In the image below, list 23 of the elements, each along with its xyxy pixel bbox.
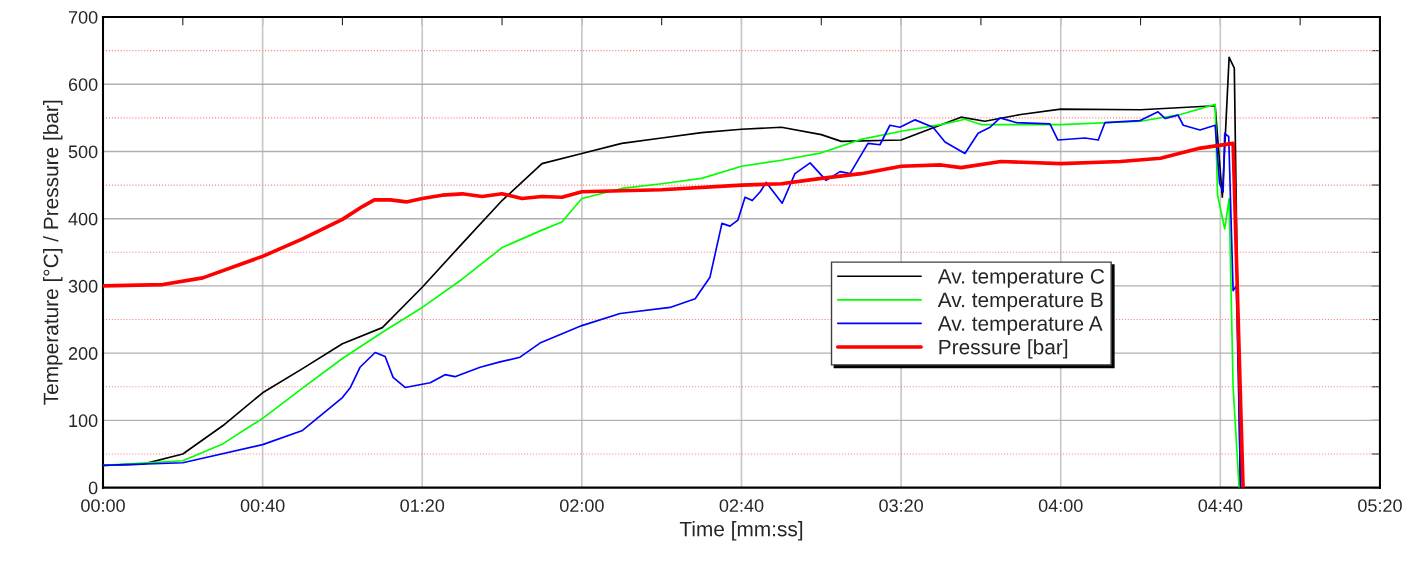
y-tick-label: 200 bbox=[68, 347, 98, 360]
y-tick-label: 100 bbox=[69, 414, 98, 428]
legend-label: Pressure [bar] bbox=[939, 339, 1068, 359]
legend-label: Av. temperature B bbox=[937, 292, 1103, 312]
x-tick-label: 00:00 bbox=[81, 499, 125, 512]
y-tick-label: 0 bbox=[88, 481, 98, 495]
y-tick-label: 600 bbox=[68, 78, 98, 91]
y-tick-label: 700 bbox=[68, 10, 98, 24]
x-tick-label: 02:40 bbox=[719, 499, 764, 512]
legend-label: Av. temperature C bbox=[937, 268, 1105, 288]
x-tick-label: 02:00 bbox=[559, 499, 604, 512]
x-tick-label: 03:20 bbox=[879, 499, 923, 512]
y-tick-label: 400 bbox=[68, 212, 98, 226]
x-axis-title: Time [mm:ss] bbox=[679, 521, 803, 541]
x-tick-label: 05:20 bbox=[1358, 499, 1402, 512]
y-tick-label: 300 bbox=[68, 279, 98, 293]
legend-label: Av. temperature A bbox=[937, 316, 1103, 335]
x-tick-label: 01:20 bbox=[400, 499, 445, 512]
x-tick-label: 04:40 bbox=[1198, 499, 1243, 512]
x-tick-label: 00:40 bbox=[240, 499, 285, 512]
y-tick-label: 500 bbox=[68, 145, 98, 159]
y-axis-title: Temperature [°C] / Pressure [bar] bbox=[43, 100, 63, 405]
x-tick-label: 04:00 bbox=[1038, 499, 1083, 512]
